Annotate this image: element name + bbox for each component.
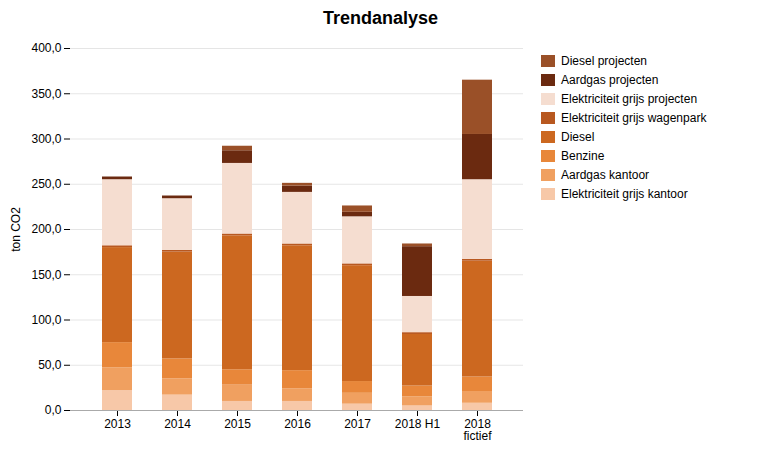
svg-text:350,0: 350,0 bbox=[31, 87, 61, 101]
html-text:Trendanalyse: Trendanalyse bbox=[323, 8, 438, 28]
svg-text:2015: 2015 bbox=[224, 417, 251, 431]
svg-text:0,0: 0,0 bbox=[45, 403, 62, 417]
svg-text:2013: 2013 bbox=[104, 417, 131, 431]
svg-text:2018fictief: 2018fictief bbox=[463, 417, 492, 443]
svg-text:100,0: 100,0 bbox=[31, 313, 61, 327]
svg-text:2018 H1: 2018 H1 bbox=[395, 417, 441, 431]
html-text:Aardgas projecten: Aardgas projecten bbox=[561, 73, 659, 87]
svg-text:50,0: 50,0 bbox=[38, 358, 62, 372]
html-text:Aardgas kantoor: Aardgas kantoor bbox=[561, 168, 650, 182]
html-text:Diesel: Diesel bbox=[561, 130, 595, 144]
svg-text:2016: 2016 bbox=[284, 417, 311, 431]
svg-text:ton CO2: ton CO2 bbox=[9, 207, 23, 252]
svg-text:150,0: 150,0 bbox=[31, 268, 61, 282]
html-text:Elektriciteit grijs wagenpark: Elektriciteit grijs wagenpark bbox=[561, 111, 707, 125]
svg-text:400,0: 400,0 bbox=[31, 41, 61, 55]
svg-text:250,0: 250,0 bbox=[31, 177, 61, 191]
html-text:Benzine: Benzine bbox=[561, 149, 605, 163]
html-text:Diesel projecten: Diesel projecten bbox=[561, 54, 647, 68]
svg-text:2017: 2017 bbox=[344, 417, 371, 431]
html-text:Elektriciteit grijs projecten: Elektriciteit grijs projecten bbox=[561, 92, 698, 106]
html-text:Elektriciteit grijs kantoor: Elektriciteit grijs kantoor bbox=[561, 187, 688, 201]
svg-text:200,0: 200,0 bbox=[31, 222, 61, 236]
svg-text:300,0: 300,0 bbox=[31, 132, 61, 146]
svg-text:2014: 2014 bbox=[164, 417, 191, 431]
